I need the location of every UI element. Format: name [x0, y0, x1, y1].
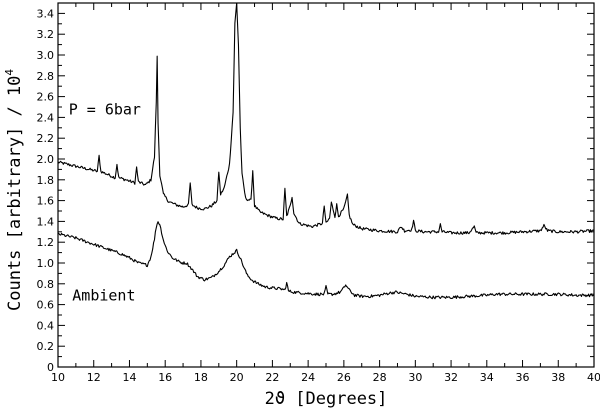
x-tick-label: 38 — [551, 371, 565, 384]
y-tick-label: 2.6 — [37, 91, 55, 104]
annotation-pressure: P = 6bar — [69, 100, 141, 118]
y-tick-label: 2.0 — [37, 153, 55, 166]
x-axis-title: 2ϑ [Degrees] — [265, 389, 388, 409]
y-axis-title-text: Counts [arbitrary] / 10 — [5, 76, 25, 311]
y-tick-label: 1.0 — [37, 257, 55, 270]
x-tick-label: 14 — [122, 371, 136, 384]
x-tick-label: 16 — [158, 371, 172, 384]
x-tick-label: 36 — [516, 371, 530, 384]
x-tick-label: 22 — [265, 371, 279, 384]
y-tick-label: 2.2 — [37, 132, 55, 145]
x-tick-label: 10 — [51, 371, 65, 384]
x-tick-label: 24 — [301, 371, 315, 384]
y-tick-label: 0.4 — [37, 319, 55, 332]
y-tick-label: 0.2 — [37, 340, 55, 353]
x-axis-ticks: 10 12 14 16 18 20 22 24 26 28 30 32 34 36 38 40 — [51, 3, 600, 384]
y-tick-label: 3.4 — [37, 7, 55, 20]
y-tick-label: 0.6 — [37, 299, 55, 312]
x-tick-label: 34 — [480, 371, 494, 384]
y-tick-label: 1.6 — [37, 195, 55, 208]
y-tick-label: 2.4 — [37, 111, 55, 124]
series-group — [57, 2, 595, 300]
x-tick-label: 20 — [230, 371, 244, 384]
y-axis-title: Counts [arbitrary] / 104 — [3, 69, 25, 311]
y-tick-label: 0.8 — [37, 278, 55, 291]
x-tick-label: 18 — [194, 371, 208, 384]
x-tick-label: 12 — [87, 371, 101, 384]
y-tick-label: 3.2 — [37, 28, 55, 41]
y-tick-label: 1.4 — [37, 215, 55, 228]
x-tick-label: 28 — [373, 371, 387, 384]
annotation-ambient: Ambient — [72, 286, 135, 304]
plot-frame — [57, 2, 595, 368]
x-tick-label: 32 — [444, 371, 458, 384]
x-tick-label: 40 — [587, 371, 600, 384]
y-tick-label: 1.2 — [37, 236, 55, 249]
x-tick-label: 26 — [337, 371, 351, 384]
y-axis-title-exponent: 4 — [3, 69, 16, 76]
y-tick-label: 2.8 — [37, 70, 55, 83]
series-line-ambient — [57, 221, 595, 300]
series-line-pressure — [57, 2, 595, 235]
y-tick-label: 3.0 — [37, 49, 55, 62]
y-tick-label: 1.8 — [37, 174, 55, 187]
y-axis-ticks: 0 0.2 0.4 0.6 0.8 1.0 1.2 1.4 1.6 1.8 2.0 2.2 2.4 2.6… — [37, 7, 594, 374]
y-tick-label: 0 — [47, 361, 54, 374]
x-tick-label: 30 — [408, 371, 422, 384]
